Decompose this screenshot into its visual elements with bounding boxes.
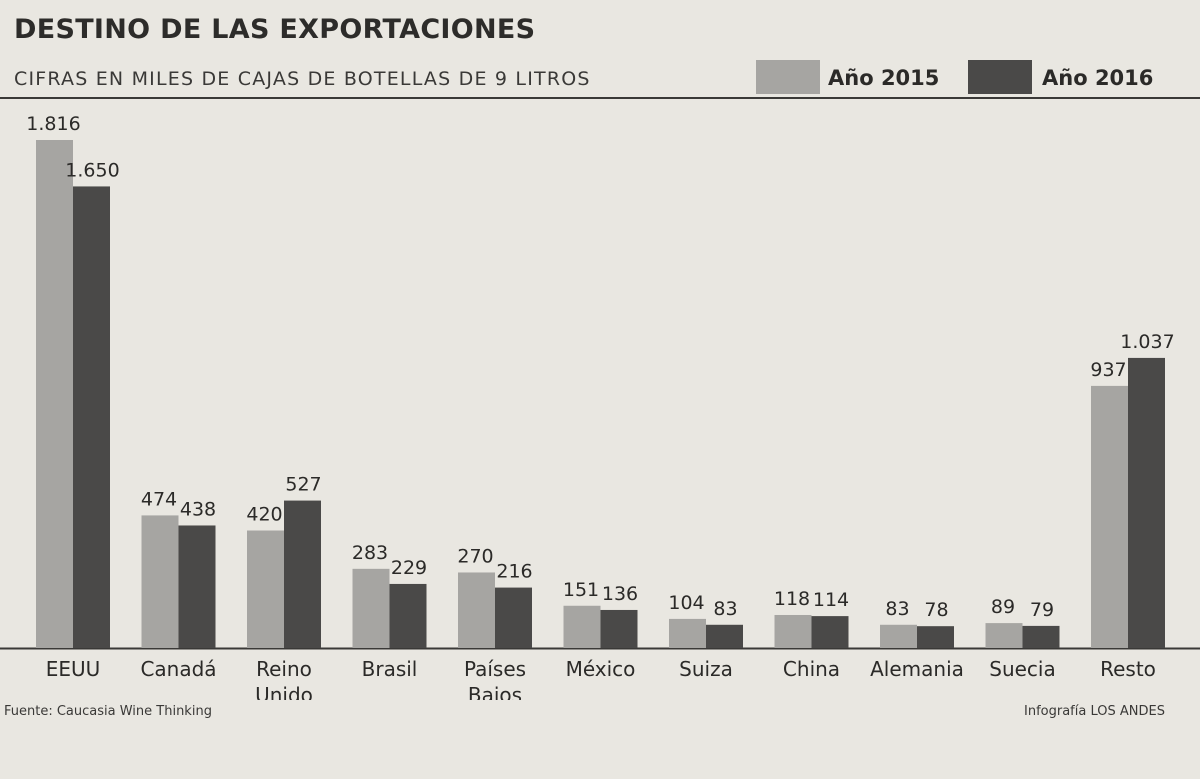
value-label-2015: 118	[774, 588, 810, 610]
legend-label-2016: Año 2016	[1042, 66, 1154, 90]
value-label-2015: 83	[885, 598, 909, 620]
value-label-2016: 216	[496, 561, 532, 583]
value-label-2015: 89	[991, 596, 1015, 618]
source-note: Fuente: Caucasia Wine Thinking	[4, 704, 212, 719]
bar-2015	[669, 618, 706, 648]
category-label: Canadá	[140, 657, 216, 681]
value-label-2016: 114	[813, 589, 849, 611]
value-label-2015: 420	[246, 504, 282, 526]
legend-swatch-2016	[968, 60, 1032, 94]
value-label-2015: 474	[141, 488, 177, 510]
category-label: Suiza	[679, 657, 733, 681]
value-label-2016: 527	[285, 474, 321, 496]
bar-2016	[495, 587, 532, 648]
bar-2016	[917, 626, 954, 648]
bar-2015	[36, 140, 73, 648]
value-label-2016: 83	[713, 598, 737, 620]
bar-2015	[774, 614, 812, 648]
category-label: EEUU	[46, 657, 101, 681]
value-label-2015: 151	[563, 579, 599, 601]
category-label: Bajos	[468, 683, 522, 700]
legend-swatch-2015	[756, 60, 820, 94]
bar-2015	[458, 572, 495, 648]
bar-2015	[880, 624, 917, 648]
value-label-2016: 438	[180, 498, 216, 520]
value-label-2016: 79	[1030, 599, 1054, 621]
category-label: Resto	[1100, 657, 1156, 681]
header-rule	[0, 97, 1200, 99]
bar-2016	[811, 616, 849, 648]
legend-label-2015: Año 2015	[828, 66, 940, 90]
value-label-2015: 270	[457, 545, 493, 567]
bar-2016	[178, 525, 216, 648]
chart-subtitle: CIFRAS EN MILES DE CAJAS DE BOTELLAS DE …	[14, 68, 591, 90]
value-label-2016: 78	[924, 599, 948, 621]
category-label: Brasil	[362, 657, 418, 681]
bar-2016	[706, 624, 743, 648]
chart-title: DESTINO DE LAS EXPORTACIONES	[14, 14, 536, 45]
category-label: Países	[464, 657, 526, 681]
bar-2015	[352, 568, 390, 648]
bar-2015	[985, 623, 1023, 648]
value-label-2016: 136	[602, 583, 638, 605]
bar-2016	[284, 500, 321, 648]
category-label: México	[566, 657, 636, 681]
bar-2016	[1128, 357, 1165, 648]
category-label: Suecia	[989, 657, 1055, 681]
bar-2016	[389, 583, 427, 648]
bar-2015	[247, 530, 284, 648]
value-label-2016: 1.037	[1120, 331, 1174, 353]
bar-2015	[1091, 385, 1128, 648]
value-label-2015: 283	[352, 542, 388, 564]
value-label-2015: 937	[1090, 359, 1126, 381]
bar-2016	[600, 609, 638, 648]
value-label-2015: 1.816	[26, 113, 80, 135]
category-label: China	[783, 657, 840, 681]
value-label-2015: 104	[668, 592, 704, 614]
bar-2015	[563, 605, 601, 648]
credit-note: Infografía LOS ANDES	[1024, 704, 1165, 719]
category-label: Reino	[256, 657, 312, 681]
bar-2016	[73, 186, 110, 648]
category-label: Unido	[255, 683, 313, 700]
value-label-2016: 1.650	[65, 159, 119, 181]
category-label: Alemania	[870, 657, 964, 681]
bar-2016	[1022, 625, 1060, 648]
value-label-2016: 229	[391, 557, 427, 579]
bar-2015	[141, 515, 179, 648]
